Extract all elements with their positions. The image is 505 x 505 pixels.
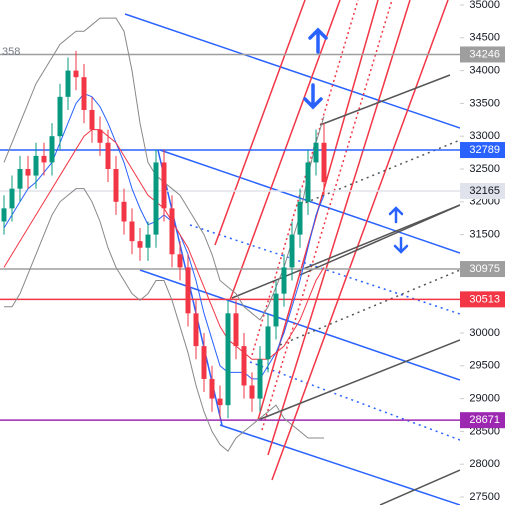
candle-body <box>305 162 311 202</box>
candle-body <box>121 201 127 222</box>
y-tick-label: 30000 <box>469 327 500 339</box>
candle-body <box>161 162 167 209</box>
candle-body <box>145 234 151 248</box>
candle-body <box>289 234 295 268</box>
price-tag-label: 34246 <box>469 48 500 60</box>
candle-body <box>193 313 199 347</box>
candle-body <box>137 241 143 248</box>
candle-body <box>321 142 327 183</box>
candle-body <box>313 142 319 163</box>
candle-body <box>153 162 159 235</box>
candle-body <box>241 346 247 386</box>
candle-body <box>25 169 31 176</box>
candle-body <box>129 221 135 242</box>
candle-body <box>73 70 79 78</box>
price-tag-label: 32165 <box>469 185 500 197</box>
price-tag-label: 32789 <box>469 144 500 156</box>
y-tick-label: 27500 <box>469 491 500 503</box>
candle-body <box>57 96 63 137</box>
candle-body <box>257 359 263 399</box>
candle-body <box>169 208 175 255</box>
candle-body <box>105 142 111 169</box>
candle-body <box>97 129 103 143</box>
candle-body <box>113 169 119 202</box>
price-tag-label: 30513 <box>469 293 500 305</box>
candle-body <box>281 267 287 294</box>
candle-body <box>273 293 279 327</box>
y-tick-label: 34000 <box>469 65 500 77</box>
candle-body <box>265 326 271 360</box>
candle-body <box>41 155 47 163</box>
price-tag-label: 30975 <box>469 263 500 275</box>
candle-body <box>217 398 223 406</box>
candle-body <box>89 109 95 130</box>
annotation: 358 <box>2 46 20 58</box>
candle-body <box>1 208 7 222</box>
candle-body <box>201 346 207 379</box>
price-tag <box>460 291 505 308</box>
price-axis: 2750028000285002900029500300003050031000… <box>460 0 505 503</box>
price-tag <box>460 182 505 199</box>
price-tag <box>460 46 505 63</box>
candle-body <box>17 169 23 189</box>
price-tag-label: 28671 <box>469 414 500 426</box>
candle-body <box>33 155 39 176</box>
y-tick-label: 29000 <box>469 393 500 405</box>
y-tick-label: 34500 <box>469 32 500 44</box>
candle-body <box>9 188 15 209</box>
candle-body <box>65 70 71 97</box>
candle-body <box>81 77 87 110</box>
candle-body <box>297 201 303 235</box>
candle-body <box>49 136 55 163</box>
y-tick-label: 35000 <box>469 0 500 11</box>
candle-body <box>233 313 239 347</box>
candle-body <box>177 254 183 268</box>
indicator-line <box>4 188 324 452</box>
price-tag <box>460 412 505 429</box>
candle-body <box>225 313 231 406</box>
y-tick-label: 28000 <box>469 458 500 470</box>
price-tag <box>460 261 505 278</box>
y-tick-label: 28500 <box>469 425 500 437</box>
y-tick-label: 32500 <box>469 163 500 175</box>
y-tick-label: 29500 <box>469 360 500 372</box>
candle-body <box>185 267 191 314</box>
series-layer <box>0 17 460 452</box>
y-tick-label: 31500 <box>469 229 500 241</box>
y-tick-label: 33000 <box>469 130 500 142</box>
y-tick-label: 33500 <box>469 97 500 109</box>
candle-body <box>209 378 215 399</box>
candle-body <box>249 385 255 399</box>
price-tag <box>460 142 505 159</box>
